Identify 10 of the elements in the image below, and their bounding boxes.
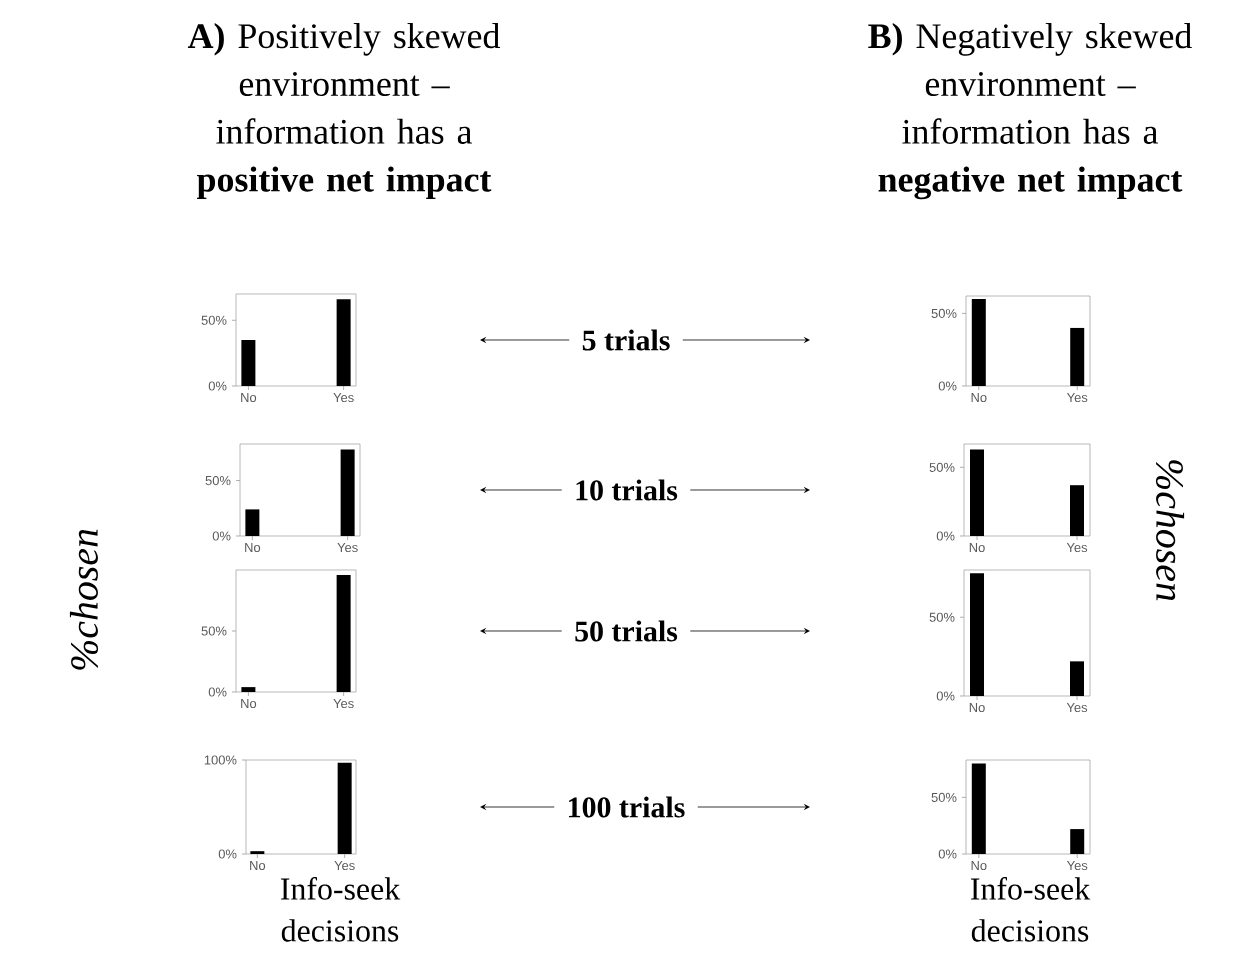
y-axis-title: %chosen: [69, 529, 99, 670]
y-axis-title: %chosen: [1155, 460, 1185, 601]
text: 100 trials: [569, 796, 685, 818]
chart-title: A) Positively skewed environment – information has a positive net impact: [187, 22, 500, 199]
text: 10 trials: [576, 479, 678, 501]
x-axis-title: Info-seek decisions: [280, 877, 401, 942]
chart-title: B) Negatively skewed environment – information has a negative net impact: [868, 23, 1192, 200]
text: 50 trials: [575, 620, 678, 642]
text: 5 trials: [582, 329, 670, 351]
x-axis-title: Info-seek decisions: [970, 877, 1091, 942]
